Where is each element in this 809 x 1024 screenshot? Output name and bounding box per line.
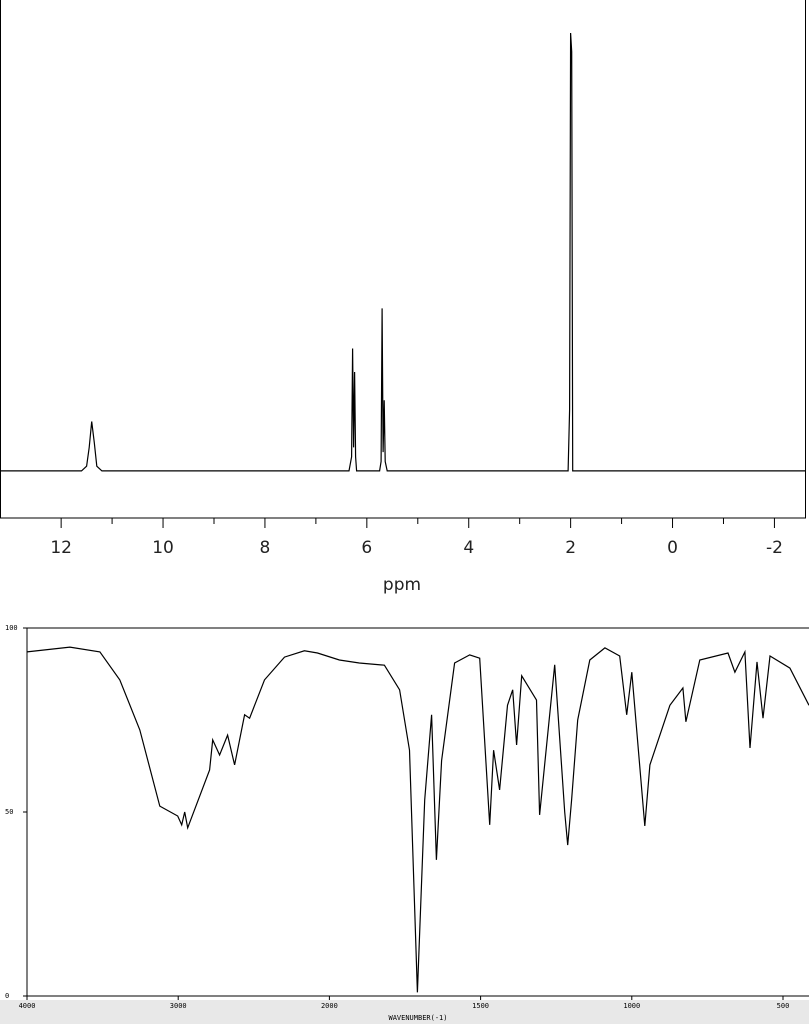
nmr-frame [0,0,806,519]
x-tick-label: 10 [152,538,174,558]
x-tick-label: 0 [667,538,678,558]
x-tick-label: -2 [766,538,783,558]
x-tick-label: 6 [361,538,372,558]
x-axis-label: ppm [383,575,421,595]
x-tick-label: 8 [260,538,271,558]
x-tick-label: 4 [463,538,474,558]
x-tick-label: 3000 [170,1002,187,1010]
x-tick-label: 500 [777,1002,790,1010]
x-tick-label: 12 [50,538,72,558]
x-tick-label: 2 [565,538,576,558]
ir-frame [26,627,809,997]
x-axis-label: WAVENUMBER(-1) [388,1014,447,1022]
x-tick-label: 2000 [321,1002,338,1010]
x-tick-label: 4000 [19,1002,36,1010]
x-tick-label: 1000 [623,1002,640,1010]
spectrum-line [0,32,805,472]
y-tick-label: 50 [5,808,13,816]
spectrum-line [26,646,809,993]
bottom-strip [0,1000,809,1024]
x-tick-label: 1500 [472,1002,489,1010]
y-tick-label: 0 [5,992,9,1000]
y-tick-label: 100 [5,624,18,632]
